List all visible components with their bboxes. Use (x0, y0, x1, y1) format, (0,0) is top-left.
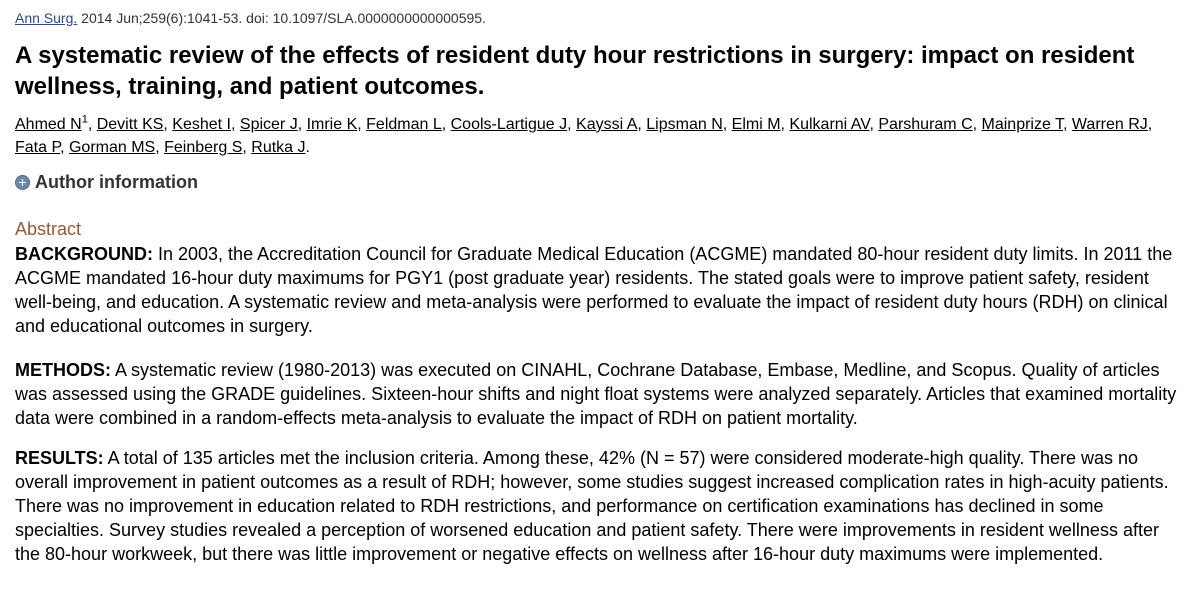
author-link[interactable]: Rutka J (251, 139, 306, 156)
journal-link[interactable]: Ann Surg. (15, 10, 78, 26)
author-information-toggle[interactable]: Author information (15, 170, 198, 194)
article-title: A systematic review of the effects of re… (15, 42, 1135, 100)
author-link[interactable]: Kulkarni AV (789, 116, 870, 133)
abstract-results: RESULTS: A total of 135 articles met the… (15, 446, 1187, 566)
author-link[interactable]: Feinberg S (164, 139, 243, 156)
background-text: In 2003, the Accreditation Council for G… (15, 244, 1173, 336)
author-link[interactable]: Spicer J (239, 116, 298, 133)
author-link[interactable]: Kayssi A (576, 116, 638, 133)
author-link[interactable]: Warren RJ (1071, 116, 1148, 133)
methods-text: A systematic review (1980-2013) was exec… (15, 360, 1177, 428)
background-label: BACKGROUND: (15, 244, 153, 264)
citation-details: 2014 Jun;259(6):1041-53. doi: 10.1097/SL… (77, 10, 486, 26)
author-link[interactable]: Gorman MS (68, 139, 156, 156)
author-link[interactable]: Mainprize T (981, 116, 1064, 133)
abstract-background: BACKGROUND: In 2003, the Accreditation C… (15, 242, 1187, 338)
author-link[interactable]: Lipsman N (646, 116, 723, 133)
author-link[interactable]: Devitt KS (96, 116, 164, 133)
abstract-heading: Abstract (15, 219, 82, 239)
author-link[interactable]: Fata P (15, 139, 61, 156)
plus-circle-icon[interactable] (15, 174, 30, 190)
author-link[interactable]: Parshuram C (878, 116, 973, 133)
affiliation-superscript[interactable]: 1 (81, 113, 88, 126)
author-information-label[interactable]: Author information (35, 172, 198, 192)
author-link[interactable]: Feldman L (366, 116, 442, 133)
author-link[interactable]: Keshet I (172, 116, 231, 133)
author-link[interactable]: Cools-Lartigue J (450, 116, 568, 133)
author-list: Ahmed N1, Devitt KS, Keshet I, Spicer J,… (15, 113, 1153, 156)
abstract-methods: METHODS: A systematic review (1980-2013)… (15, 358, 1187, 430)
author-link[interactable]: Elmi M (731, 116, 781, 133)
results-label: RESULTS: (15, 448, 104, 468)
author-link[interactable]: Imrie K (306, 116, 358, 133)
citation-line: Ann Surg. 2014 Jun;259(6):1041-53. doi: … (15, 8, 486, 28)
results-text: A total of 135 articles met the inclusio… (15, 448, 1169, 564)
methods-label: METHODS: (15, 360, 111, 380)
author-link[interactable]: Ahmed N (15, 116, 82, 133)
